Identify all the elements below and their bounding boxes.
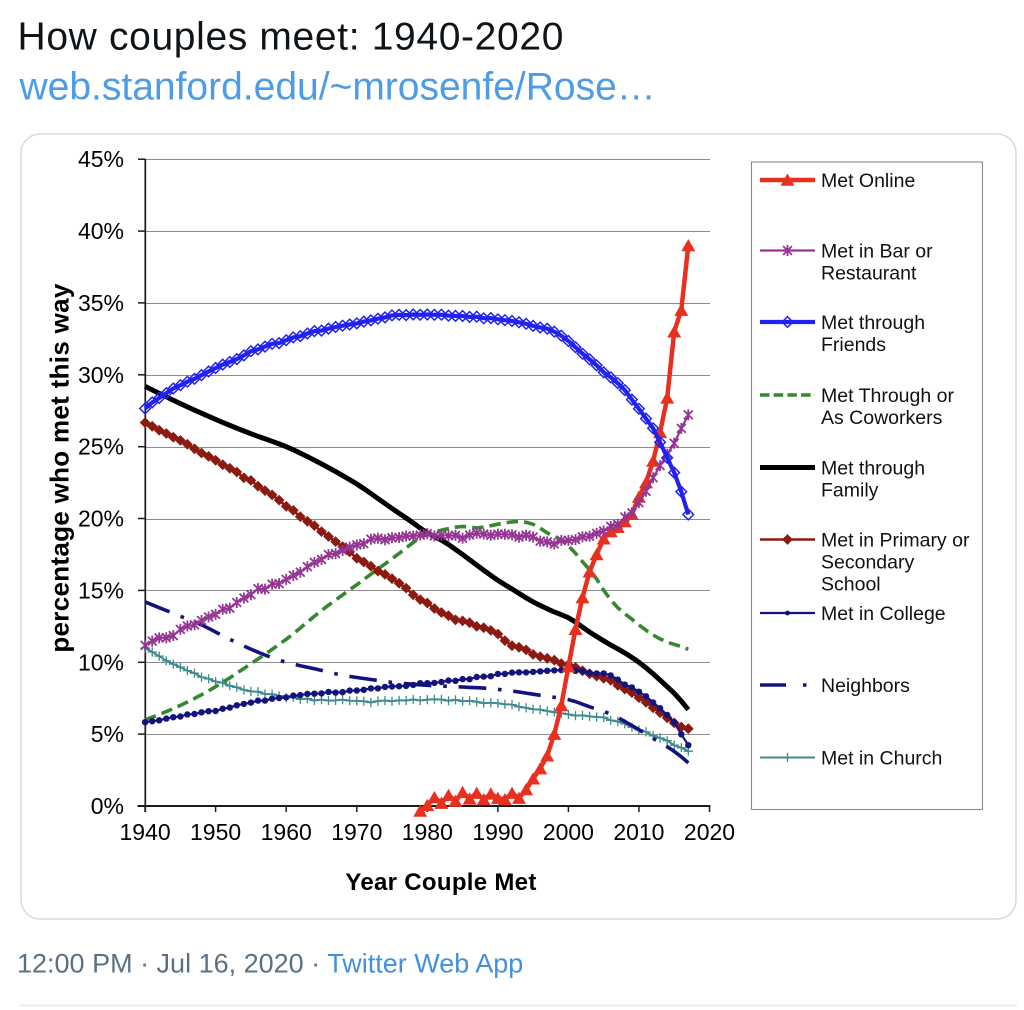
svg-text:Year Couple Met: Year Couple Met [345, 869, 536, 896]
svg-text:Met through: Met through [821, 458, 925, 480]
svg-text:As Coworkers: As Coworkers [821, 407, 943, 429]
svg-text:10%: 10% [78, 649, 124, 675]
svg-text:Secondary: Secondary [821, 552, 914, 574]
svg-text:Met Online: Met Online [821, 170, 915, 192]
svg-text:5%: 5% [91, 721, 124, 747]
svg-text:percentage who met this way: percentage who met this way [45, 283, 75, 653]
svg-text:Friends: Friends [821, 334, 886, 356]
svg-text:25%: 25% [78, 434, 124, 460]
svg-text:0%: 0% [91, 793, 124, 819]
svg-text:12:00 PM · Jul 16, 2020 · Twit: 12:00 PM · Jul 16, 2020 · Twitter Web Ap… [17, 949, 523, 979]
svg-text:Met in College: Met in College [821, 603, 946, 625]
svg-text:1940: 1940 [120, 819, 171, 845]
svg-text:web.stanford.edu/~mrosenfe/Ros: web.stanford.edu/~mrosenfe/Rose… [19, 66, 656, 109]
svg-text:20%: 20% [78, 506, 124, 532]
svg-text:1980: 1980 [402, 819, 453, 845]
svg-text:2000: 2000 [543, 819, 594, 845]
svg-text:1990: 1990 [472, 819, 523, 845]
svg-text:35%: 35% [78, 290, 124, 316]
svg-text:1950: 1950 [190, 819, 241, 845]
svg-text:45%: 45% [78, 146, 124, 172]
svg-text:15%: 15% [78, 577, 124, 603]
svg-text:2020: 2020 [684, 819, 735, 845]
svg-text:2010: 2010 [613, 819, 664, 845]
svg-text:30%: 30% [78, 362, 124, 388]
svg-text:Met in Primary or: Met in Primary or [821, 530, 970, 552]
svg-text:1960: 1960 [261, 819, 312, 845]
svg-text:Neighbors: Neighbors [821, 675, 910, 697]
svg-text:Met Through or: Met Through or [821, 385, 954, 407]
svg-text:School: School [821, 574, 881, 596]
svg-text:Family: Family [821, 480, 879, 502]
svg-text:1970: 1970 [331, 819, 382, 845]
svg-text:Restaurant: Restaurant [821, 263, 917, 285]
svg-text:Met in Church: Met in Church [821, 748, 942, 770]
svg-text:40%: 40% [78, 218, 124, 244]
svg-text:How couples meet: 1940-2020: How couples meet: 1940-2020 [18, 16, 565, 59]
svg-text:Met through: Met through [821, 312, 925, 334]
svg-text:Met in Bar or: Met in Bar or [821, 241, 933, 263]
